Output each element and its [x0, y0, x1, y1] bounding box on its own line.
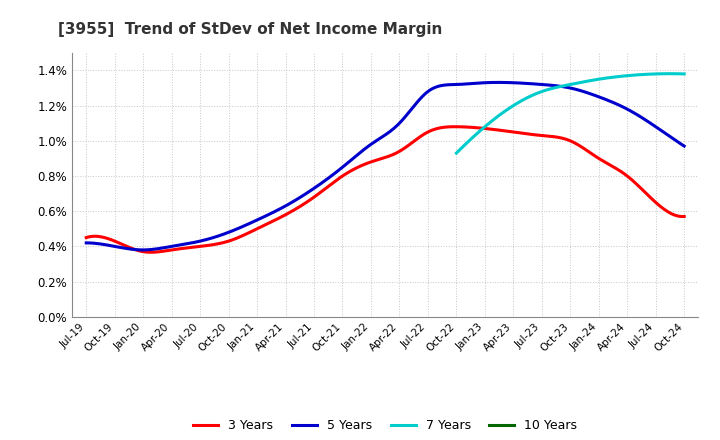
7 Years — [644, 72, 652, 77]
3 Years — [628, 177, 636, 183]
7 Years — [665, 71, 674, 76]
7 Years — [659, 71, 667, 77]
5 Years — [494, 80, 503, 85]
5 Years — [82, 240, 91, 246]
Line: 7 Years: 7 Years — [456, 73, 684, 153]
3 Years — [146, 249, 155, 255]
Line: 3 Years: 3 Years — [86, 127, 684, 252]
Line: 5 Years: 5 Years — [86, 82, 684, 250]
5 Years — [84, 240, 93, 246]
3 Years — [452, 124, 461, 129]
3 Years — [438, 125, 446, 130]
3 Years — [440, 125, 449, 130]
7 Years — [587, 78, 595, 83]
3 Years — [590, 153, 598, 158]
5 Years — [450, 82, 459, 87]
5 Years — [438, 83, 446, 88]
3 Years — [84, 235, 93, 240]
7 Years — [452, 150, 461, 156]
7 Years — [453, 150, 462, 155]
3 Years — [82, 235, 91, 240]
5 Years — [440, 82, 449, 88]
5 Years — [138, 247, 147, 253]
5 Years — [680, 143, 688, 149]
7 Years — [588, 78, 596, 83]
Text: [3955]  Trend of StDev of Net Income Margin: [3955] Trend of StDev of Net Income Marg… — [58, 22, 442, 37]
7 Years — [591, 77, 600, 82]
Legend: 3 Years, 5 Years, 7 Years, 10 Years: 3 Years, 5 Years, 7 Years, 10 Years — [188, 414, 582, 437]
7 Years — [680, 71, 688, 77]
5 Years — [590, 92, 598, 98]
3 Years — [680, 214, 688, 219]
5 Years — [628, 109, 636, 114]
3 Years — [450, 124, 459, 129]
